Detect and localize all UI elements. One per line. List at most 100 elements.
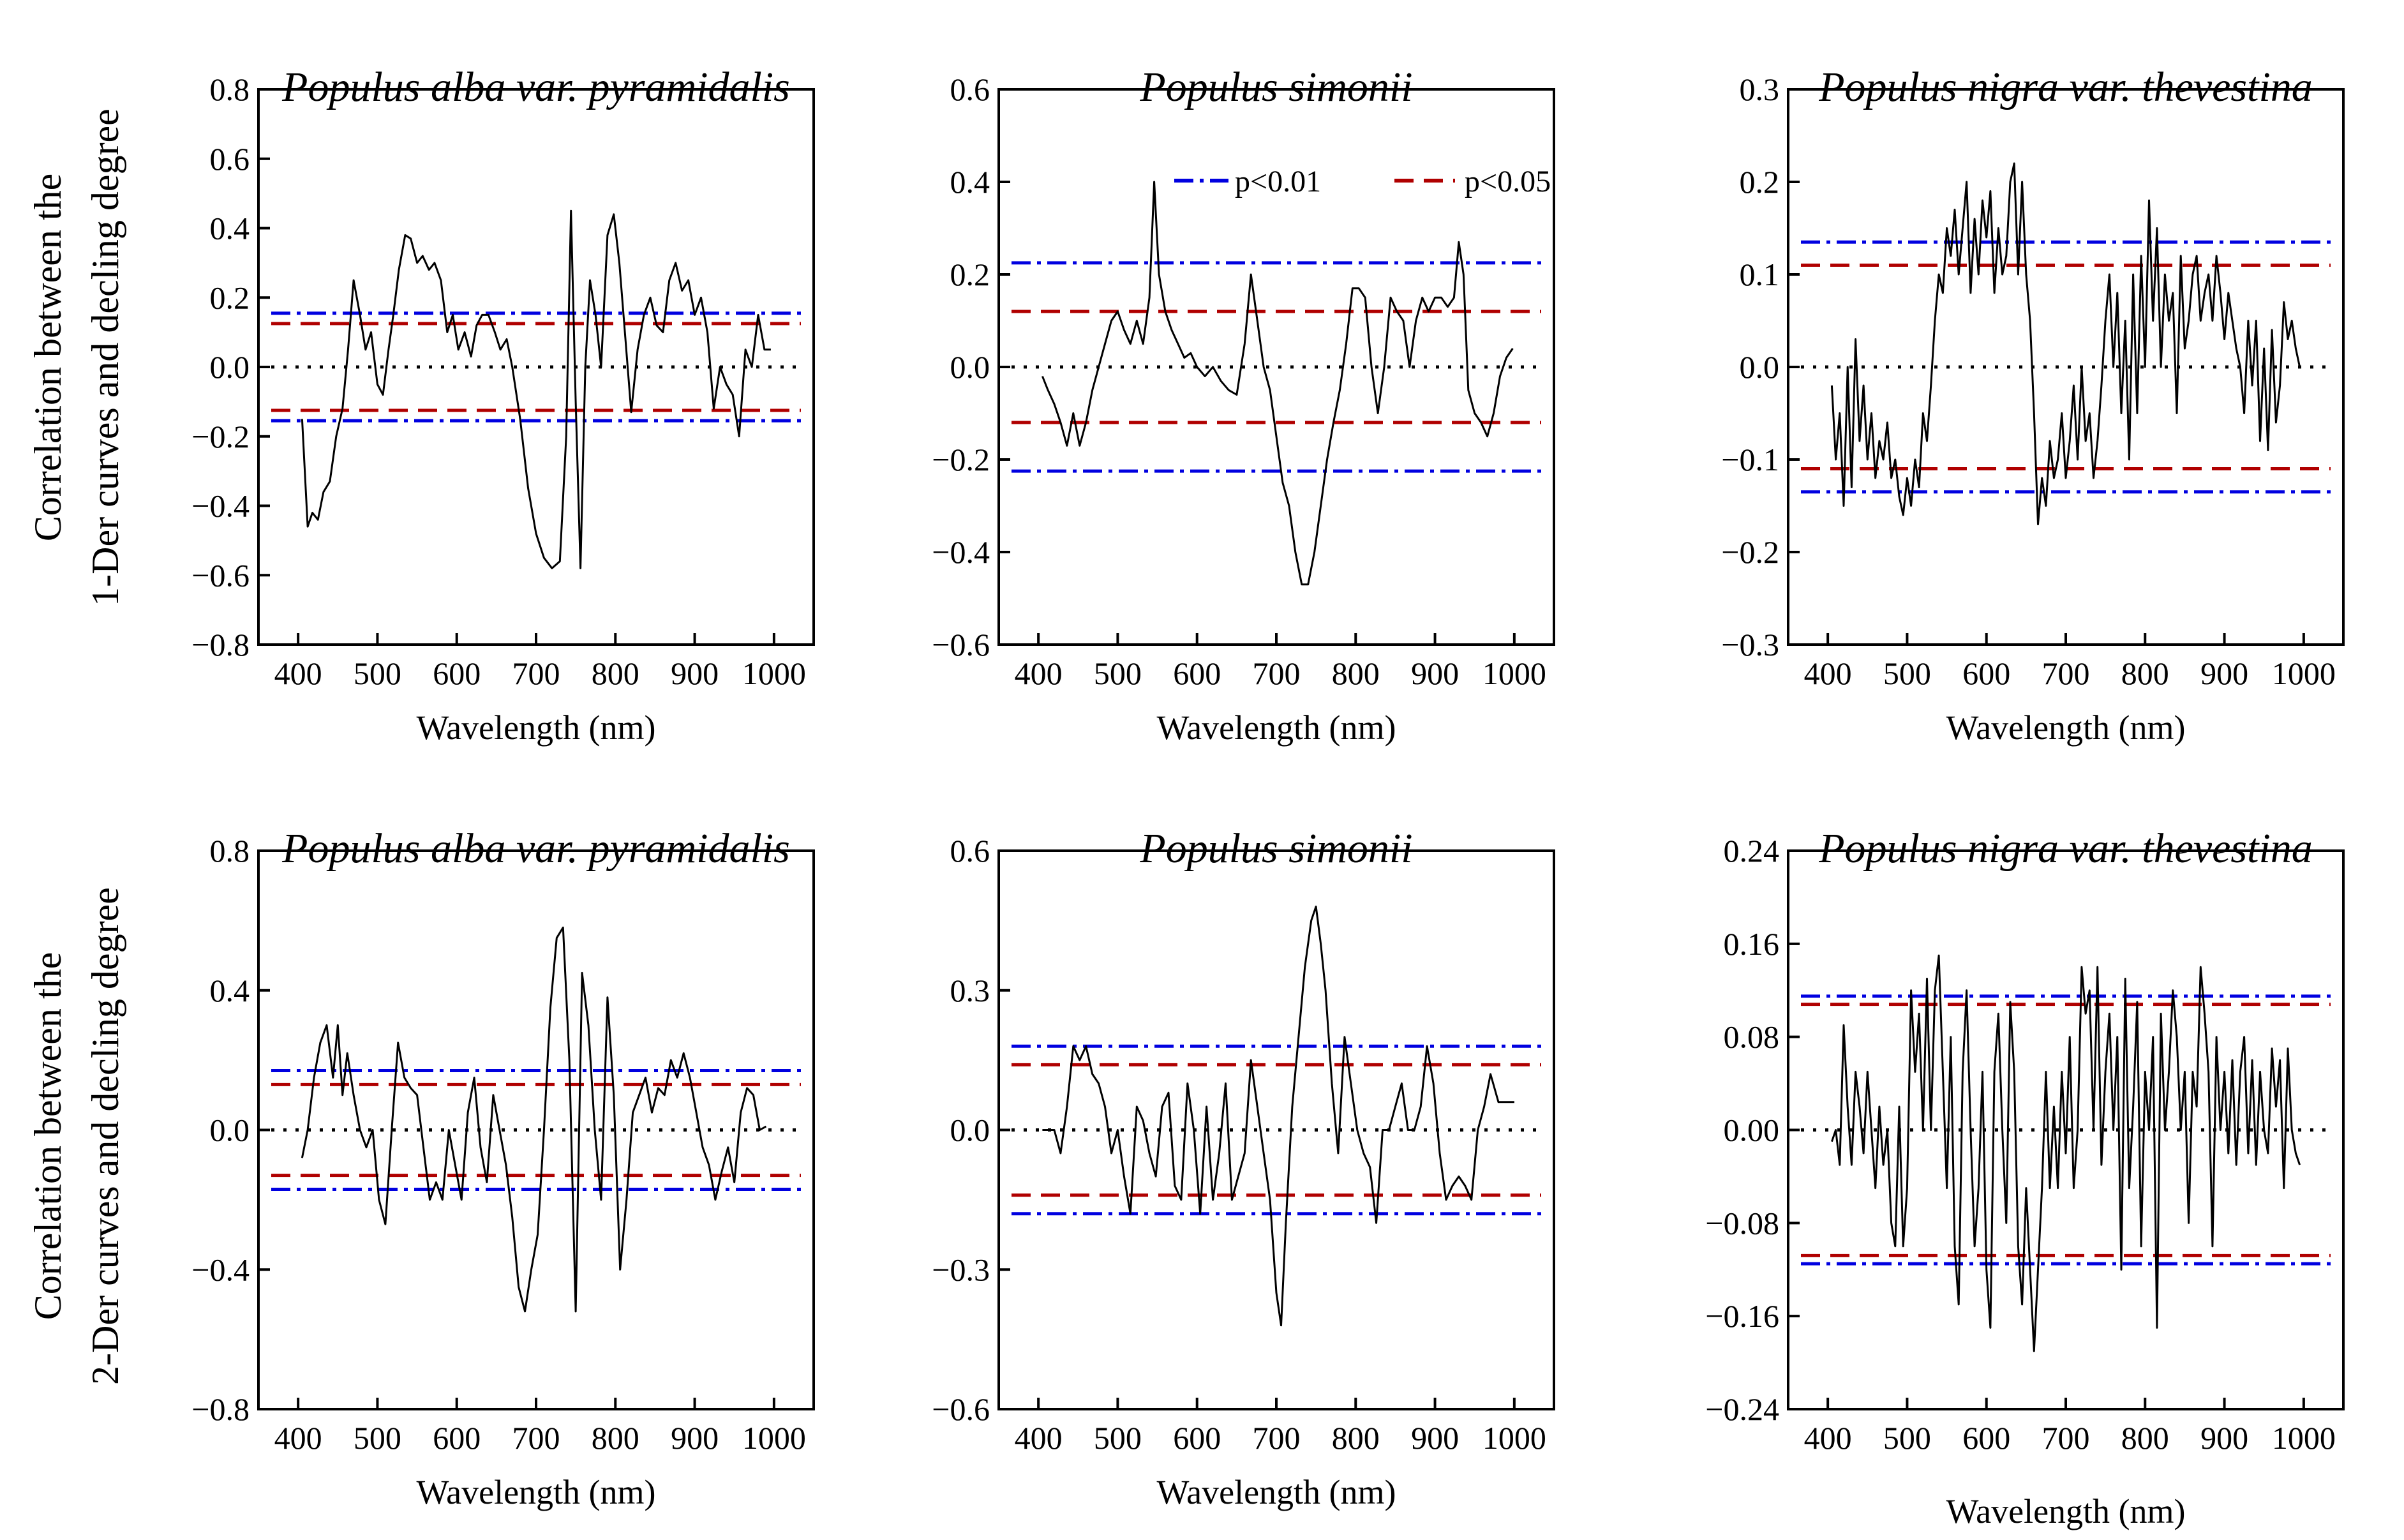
x-tick-label: 700	[1253, 655, 1301, 691]
x-tick-label: 500	[354, 655, 401, 691]
chart-panel-3: 400 500 600 700 800 900 1000 −0.3 −0.2 −0.1 0.0 0.1…	[1721, 64, 2345, 747]
y-tick-label: 0.3	[1740, 71, 1780, 107]
y-tick-label: −0.6	[932, 1391, 990, 1427]
x-tick-label: 700	[2042, 655, 2090, 691]
y-axis-label-row1: Correlation between the 1-Der curves and…	[27, 108, 126, 606]
y-tick-label: −0.8	[191, 1391, 250, 1427]
y-tick-label: −0.4	[932, 534, 990, 570]
x-tick-label: 800	[592, 1420, 639, 1456]
x-tick-label: 500	[354, 1420, 401, 1456]
panel-title: Populus nigra var. thevestina	[1818, 64, 2313, 110]
y-tick-label: 0.0	[950, 1112, 990, 1148]
series-line-correlation	[301, 209, 771, 569]
legend: p<0.01 p<0.05	[1174, 165, 1551, 198]
x-tick-label: 600	[1173, 655, 1221, 691]
x-tick-label: 800	[592, 655, 639, 691]
y-tick-label: 0.1	[1740, 257, 1780, 292]
y-tick-label: 0.3	[950, 973, 990, 1008]
x-tick-label: 900	[2200, 1420, 2248, 1456]
plot-frame	[257, 88, 815, 646]
y-tick-label: −0.2	[1721, 534, 1779, 570]
y-tick-label: 0.2	[950, 257, 990, 292]
x-tick-label: 900	[671, 1420, 719, 1456]
chart-panel-6: 400 500 600 700 800 900 1000 −0.24 −0.16 −0.08 0.0…	[1705, 825, 2345, 1530]
x-axis-label: Wavelength (nm)	[1946, 1492, 2185, 1530]
panel-title: Populus simonii	[1139, 64, 1412, 110]
y-tick-label: 0.0	[210, 1112, 250, 1148]
y-tick-label: −0.24	[1705, 1391, 1779, 1427]
y-tick-label: 0.0	[950, 349, 990, 385]
series-line-correlation	[1042, 906, 1514, 1327]
x-tick-label: 800	[1332, 1420, 1380, 1456]
y-tick-label: −0.8	[191, 627, 250, 662]
legend-p001-label: p<0.01	[1235, 165, 1321, 198]
series-line-correlation	[1830, 162, 2301, 525]
x-tick-label: 400	[274, 1420, 322, 1456]
x-tick-label: 1000	[742, 1420, 806, 1456]
x-tick-label: 600	[433, 655, 481, 691]
x-tick-label: 400	[1015, 655, 1063, 691]
y-tick-label: −0.3	[932, 1252, 990, 1287]
y-tick-label: −0.4	[191, 488, 250, 524]
series-line-correlation	[1830, 954, 2301, 1352]
x-tick-label: 800	[2121, 655, 2169, 691]
x-tick-label: 400	[1804, 655, 1852, 691]
y-tick-label: 0.0	[1740, 349, 1780, 385]
x-axis-label: Wavelength (nm)	[1156, 1473, 1396, 1511]
y-tick-label: 0.2	[1740, 164, 1780, 200]
x-tick-label: 800	[1332, 655, 1380, 691]
y-tick-label: 0.6	[950, 833, 990, 869]
y-tick-label: −0.4	[191, 1252, 250, 1287]
x-tick-label: 800	[2121, 1420, 2169, 1456]
panel-title: Populus alba var. pyramidalis	[281, 825, 790, 872]
y-tick-label: 0.6	[950, 71, 990, 107]
y-tick-label: −0.1	[1721, 442, 1779, 477]
x-tick-label: 1000	[742, 655, 806, 691]
x-tick-label: 1000	[1482, 1420, 1546, 1456]
y-tick-label: 0.8	[210, 833, 250, 869]
plot-frame	[997, 849, 1555, 1410]
series-line-correlation	[1041, 181, 1514, 586]
y-tick-label: −0.6	[191, 557, 250, 593]
y-tick-label: 0.2	[210, 280, 250, 315]
x-tick-label: 1000	[2272, 655, 2336, 691]
plot-frame	[1787, 88, 2345, 646]
y-axis-label-row2-line2: 2-Der curves and decling degree	[84, 887, 126, 1385]
x-axis-label: Wavelength (nm)	[1156, 708, 1396, 747]
series-line-correlation	[301, 926, 767, 1313]
x-axis-label: Wavelength (nm)	[416, 1473, 655, 1511]
panel-title: Populus simonii	[1139, 825, 1412, 872]
x-tick-label: 700	[512, 655, 560, 691]
y-tick-label: −0.6	[932, 627, 990, 662]
x-axis-label: Wavelength (nm)	[416, 708, 655, 747]
x-tick-label: 400	[1015, 1420, 1063, 1456]
y-axis-label-row1-line2: 1-Der curves and decling degree	[84, 108, 126, 606]
y-axis-label-row2: Correlation between the 2-Der curves and…	[27, 887, 126, 1385]
x-tick-label: 900	[2200, 655, 2248, 691]
y-tick-label: −0.2	[932, 442, 990, 477]
y-tick-label: −0.16	[1705, 1298, 1779, 1334]
x-tick-label: 400	[274, 655, 322, 691]
legend-p005-label: p<0.05	[1465, 165, 1551, 198]
chart-panel-1: 400 500 600 700 800 900 1000 −0.8 −0.6 −0.4 −0.2 0.…	[191, 64, 815, 747]
y-axis-label-row2-line1: Correlation between the	[27, 952, 69, 1320]
y-tick-label: 0.8	[210, 71, 250, 107]
x-tick-label: 1000	[2272, 1420, 2336, 1456]
x-tick-label: 700	[1253, 1420, 1301, 1456]
chart-panel-5: 400 500 600 700 800 900 1000 −0.6 −0.3 0.0 0.3 0.6 W…	[932, 825, 1555, 1511]
x-tick-label: 500	[1094, 1420, 1142, 1456]
chart-panel-2: 400 500 600 700 800 900 1000 −0.6 −0.4 −0.2 0.0 0.2…	[932, 64, 1555, 747]
x-tick-label: 900	[671, 655, 719, 691]
y-tick-label: 0.16	[1724, 926, 1780, 962]
x-axis-label: Wavelength (nm)	[1946, 708, 2185, 747]
chart-panel-4: 400 500 600 700 800 900 1000 −0.8 −0.4 0.0 0.4 0.8 W…	[191, 825, 815, 1511]
x-tick-label: 500	[1094, 655, 1142, 691]
x-tick-label: 400	[1804, 1420, 1852, 1456]
panel-title: Populus nigra var. thevestina	[1818, 825, 2313, 872]
y-axis-label-row1-line1: Correlation between the	[27, 174, 69, 541]
x-tick-label: 1000	[1482, 655, 1546, 691]
y-tick-label: 0.0	[210, 349, 250, 385]
x-tick-label: 900	[1411, 1420, 1459, 1456]
y-tick-label: 0.6	[210, 141, 250, 177]
